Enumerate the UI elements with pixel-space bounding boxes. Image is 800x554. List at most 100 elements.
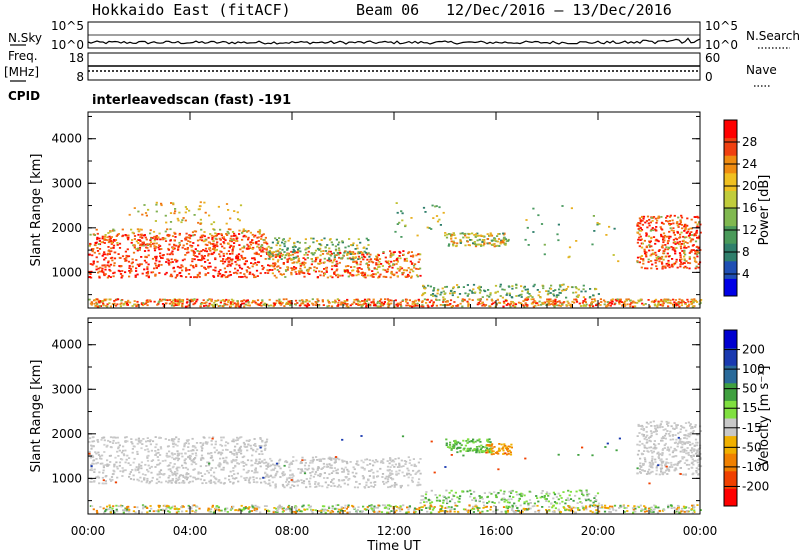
data-cell [257,253,260,256]
data-cell [105,298,108,301]
station-title: Hokkaido East (fitACF) [92,1,291,19]
data-cell [242,507,246,509]
data-cell [589,288,592,290]
data-cell [314,471,318,473]
data-cell [146,243,149,245]
data-cell [177,440,180,443]
data-cell [572,510,575,513]
data-cell [656,511,660,514]
data-cell [688,267,691,270]
data-cell [165,480,168,483]
data-cell [234,234,237,237]
data-cell [573,298,576,301]
data-cell [426,304,429,307]
data-cell [534,510,537,513]
data-cell [215,303,218,306]
data-cell [382,275,385,278]
data-cell [407,508,410,511]
data-cell [108,302,111,305]
data-cell [149,229,152,232]
data-cell [272,265,275,268]
data-cell [237,218,240,220]
data-cell [365,481,368,484]
data-cell [190,449,193,452]
data-cell [611,300,614,303]
data-cell [398,462,401,465]
data-cell [699,302,702,304]
data-cell [363,468,366,471]
data-cell [314,481,317,483]
data-cell [556,300,559,303]
data-cell [157,451,160,454]
data-cell [343,510,346,512]
data-cell [236,472,239,475]
data-cell [376,259,379,262]
data-cell [146,247,149,249]
data-cell [601,506,604,508]
data-cell [242,228,245,231]
data-cell [330,252,333,255]
data-cell [346,257,349,260]
data-cell [507,302,510,305]
data-cell [571,300,574,303]
data-cell [400,267,404,270]
data-cell [109,511,112,514]
data-cell [336,508,339,510]
data-cell [191,445,194,448]
data-cell [490,303,494,306]
data-cell [120,299,123,302]
data-cell [549,298,552,301]
data-cell [206,299,209,302]
data-cell [451,292,454,294]
data-cell [368,475,371,477]
data-cell [190,249,193,252]
data-cell [107,252,110,255]
data-cell [594,288,597,291]
data-cell [289,508,293,511]
data-cell [235,254,238,257]
data-cell [672,227,675,230]
data-cell [541,301,544,304]
data-cell [462,233,465,235]
data-cell [498,233,501,235]
data-cell [208,247,211,249]
data-cell [661,509,665,512]
data-cell [127,236,130,239]
data-cell [627,504,630,507]
data-cell [412,254,415,257]
data-cell [505,304,508,306]
data-cell [534,304,537,307]
data-cell [284,269,288,271]
data-cell [327,484,330,486]
data-cell [450,240,453,243]
data-cell [164,240,168,242]
data-cell [390,270,393,273]
data-cell [246,231,249,233]
data-cell [693,511,696,513]
data-cell [241,276,244,278]
data-cell [150,449,153,452]
data-cell [675,260,678,263]
data-cell [582,508,586,511]
data-cell [425,302,428,304]
data-cell [346,298,349,301]
data-cell [493,239,497,241]
data-cell [489,293,492,296]
data-cell [220,451,223,454]
data-cell [471,232,474,235]
data-cell [131,261,134,264]
data-cell [247,507,250,510]
data-cell [537,510,540,513]
data-cell [226,511,229,513]
data-cell [260,481,263,484]
data-cell [520,285,523,288]
data-cell [227,243,230,245]
data-cell [175,244,178,247]
data-cell [464,232,467,235]
data-cell [666,265,669,267]
data-cell [238,244,241,246]
data-cell [328,463,331,465]
data-cell [254,467,257,470]
data-cell [222,258,225,260]
